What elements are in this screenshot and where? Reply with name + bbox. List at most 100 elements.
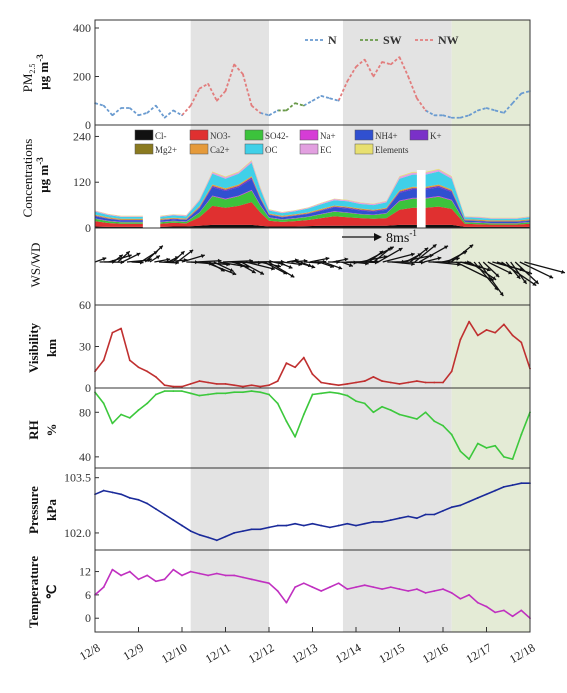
pm25-segment (233, 63, 244, 75)
temperature-point (146, 574, 149, 577)
wind-arrowhead (260, 271, 264, 275)
shaded-period-0 (190, 20, 269, 632)
temperature-point (207, 574, 210, 577)
pm25-ytick-label-0: 400 (73, 21, 91, 35)
temperature-point (407, 590, 410, 592)
rh-point (163, 390, 166, 393)
composition-gap-1 (416, 170, 426, 228)
composition-legend-swatch-5 (409, 129, 429, 141)
composition-panel: Concentrations μg m-3 Cl- NO3- SO42- Na+ NH4… (20, 129, 442, 217)
x-tick-label-0: 12/8 (77, 640, 102, 663)
rh-point (242, 391, 244, 394)
pm25-segment (355, 58, 366, 68)
wind-arrowhead (492, 276, 497, 280)
temperature-point (433, 590, 436, 592)
pm25-segment (216, 90, 227, 102)
visibility-point (494, 331, 497, 334)
wind-arrowhead (534, 280, 539, 284)
pressure-point (120, 493, 122, 496)
pm25-point (111, 114, 114, 117)
pressure-point (128, 497, 131, 499)
visibility-point (320, 381, 323, 384)
rh-ytick-label-1: 40 (79, 450, 91, 464)
temperature-ylabel: Temperature (26, 556, 41, 628)
visibility-point (407, 381, 410, 384)
pm25-segment (425, 109, 435, 117)
pm25-point (459, 116, 462, 119)
wind-arrowhead (136, 252, 141, 257)
temperature-point (215, 572, 218, 575)
pressure-point (381, 520, 383, 523)
composition-ytick-label-2: 0 (85, 221, 91, 235)
pm25-segment (303, 99, 313, 107)
pm25-point (311, 99, 314, 102)
pm25-segment (329, 97, 339, 102)
visibility-point (329, 382, 331, 385)
x-tick-label-1: 12/9 (121, 640, 146, 663)
pm25-segment (511, 92, 522, 104)
pm25-point (198, 87, 201, 90)
pressure-ylabel: Pressure (26, 486, 41, 534)
wind-arrowhead (330, 264, 334, 268)
pm25-point (346, 80, 349, 83)
pressure-point (320, 524, 323, 527)
pm25-point (381, 61, 383, 63)
wind-arrowhead (180, 251, 185, 256)
pm25-point (155, 104, 157, 107)
temperature-ytick-label-0: 12 (79, 565, 91, 579)
wind-arrowhead (374, 260, 379, 265)
temperature-point (128, 570, 131, 573)
pm25-point (259, 112, 262, 114)
rh-ylabel: RH (26, 420, 41, 440)
wind-arrow (240, 261, 265, 276)
x-tick-label-6: 12/14 (333, 640, 364, 666)
temperature-point (137, 578, 140, 581)
x-tick-label-3: 12/11 (203, 640, 233, 666)
pressure-point (155, 508, 157, 510)
visibility-point (137, 366, 140, 369)
visibility-point (381, 380, 383, 382)
wind-arrowhead (410, 252, 415, 257)
pm25-point (494, 109, 497, 112)
temperature-point (416, 588, 418, 590)
pressure-ytick-label-0: 103.5 (64, 471, 91, 485)
wind-arrowhead (200, 254, 205, 259)
pressure-point (250, 528, 253, 531)
visibility-point (285, 362, 288, 364)
pressure-point (137, 498, 140, 501)
visibility-ytick-label-2: 0 (85, 381, 91, 395)
pm25-segment (260, 112, 270, 117)
x-tick-label-9: 12/17 (463, 640, 494, 666)
pressure-point (285, 524, 288, 527)
pressure-point (207, 536, 210, 539)
wind-arrow (510, 261, 528, 285)
rh-point (276, 402, 279, 405)
composition-legend-swatch-1 (189, 129, 209, 141)
wind-arrow (268, 261, 295, 278)
pm25-ytick-label-1: 200 (73, 70, 91, 84)
pm25-segment (337, 80, 349, 102)
rh-point (285, 420, 288, 423)
visibility-point (207, 381, 210, 384)
visibility-point (294, 366, 296, 369)
temperature-point (459, 597, 462, 600)
rh-panel: RH % (26, 420, 59, 440)
pm25-point (450, 116, 453, 119)
wind-arrow (505, 261, 521, 280)
pressure-point (302, 524, 305, 527)
composition-legend-swatch-0 (134, 129, 154, 141)
composition-legend-label-6: Mg2+ (155, 145, 177, 155)
pm25-point (303, 104, 305, 107)
rh-point (259, 391, 262, 394)
shaded-period-1 (342, 20, 452, 632)
wind-arrowhead (338, 265, 343, 270)
temperature-point (450, 592, 453, 594)
composition-legend-label-9: EC (320, 145, 332, 155)
pm25-segment (381, 61, 392, 66)
pm25-segment (503, 102, 514, 114)
visibility-point (355, 381, 357, 384)
visibility-point (476, 334, 479, 337)
pressure-unit: kPa (44, 499, 59, 521)
wind-arrow (373, 246, 392, 263)
